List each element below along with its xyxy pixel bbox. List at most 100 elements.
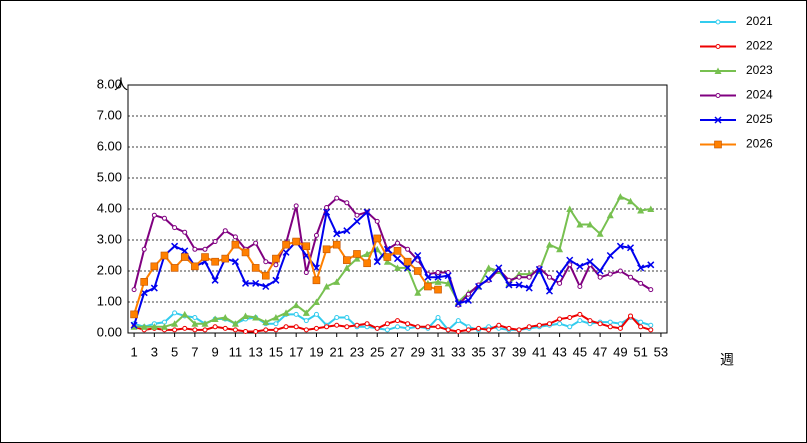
marker: [241, 248, 250, 257]
marker: [607, 271, 613, 277]
marker: [180, 253, 189, 261]
marker: [130, 310, 138, 319]
x-tick-label: 39: [512, 344, 526, 359]
marker: [211, 276, 219, 284]
marker: [587, 318, 593, 324]
x-tick-label: 19: [309, 344, 323, 359]
marker: [150, 323, 158, 330]
marker: [273, 327, 279, 333]
marker: [324, 324, 330, 330]
marker: [191, 320, 199, 327]
marker: [606, 251, 614, 260]
marker: [516, 327, 522, 333]
marker: [150, 284, 158, 292]
marker: [201, 253, 209, 261]
plot-area: [127, 84, 668, 334]
marker: [515, 281, 523, 289]
y-tick-label: 6.00: [97, 138, 122, 153]
marker: [648, 287, 654, 293]
marker: [303, 318, 309, 324]
y-tick-label: 8.00: [97, 76, 122, 91]
marker: [253, 328, 259, 334]
legend-label: 2021: [746, 14, 773, 28]
x-tick-label: 11: [229, 344, 243, 359]
marker: [465, 291, 471, 297]
x-tick-label: 7: [191, 344, 198, 359]
marker: [405, 325, 411, 331]
marker: [181, 247, 189, 255]
marker: [597, 321, 603, 327]
marker: [393, 255, 402, 263]
marker: [171, 320, 179, 327]
marker: [628, 313, 634, 319]
series-line: [134, 195, 651, 328]
marker: [172, 225, 178, 231]
marker: [545, 287, 554, 295]
marker: [576, 221, 584, 228]
marker: [141, 246, 147, 252]
marker: [557, 280, 563, 286]
marker: [586, 258, 594, 266]
marker: [607, 324, 613, 330]
marker: [374, 325, 380, 331]
marker: [363, 259, 371, 268]
marker: [251, 264, 260, 272]
marker: [586, 221, 594, 228]
marker: [353, 250, 361, 258]
marker: [212, 324, 218, 330]
marker: [302, 309, 310, 316]
marker: [596, 230, 604, 237]
marker: [455, 328, 461, 334]
marker: [606, 211, 614, 219]
marker: [334, 322, 340, 328]
marker: [222, 325, 228, 331]
marker: [344, 315, 350, 320]
legend-marker: [715, 44, 721, 49]
marker: [607, 319, 613, 325]
marker: [647, 205, 655, 212]
marker: [435, 315, 441, 320]
marker: [272, 276, 280, 284]
marker: [232, 234, 238, 240]
marker: [577, 311, 583, 317]
y-tick-label: 2.00: [97, 262, 122, 277]
x-tick-label: 47: [593, 344, 607, 359]
marker: [464, 296, 472, 304]
x-tick-label: 21: [329, 344, 343, 359]
marker: [648, 327, 654, 333]
marker: [303, 327, 309, 333]
marker: [557, 316, 563, 322]
x-tick-label: 35: [471, 344, 485, 359]
marker: [526, 324, 532, 330]
marker: [202, 327, 208, 333]
marker: [182, 325, 188, 331]
marker: [272, 314, 280, 321]
marker: [516, 274, 522, 280]
marker: [333, 278, 341, 285]
marker: [395, 240, 400, 246]
marker: [273, 321, 279, 327]
x-tick-label: 1: [130, 344, 137, 359]
marker: [546, 321, 552, 327]
marker: [332, 240, 341, 249]
marker: [192, 327, 198, 333]
marker: [475, 282, 483, 291]
x-tick-label: 9: [212, 344, 219, 359]
marker: [172, 310, 178, 316]
marker: [445, 327, 451, 333]
marker: [334, 195, 340, 201]
marker: [150, 262, 159, 271]
marker: [354, 212, 360, 218]
marker: [192, 246, 198, 252]
marker: [262, 318, 270, 326]
marker: [383, 258, 391, 265]
marker: [131, 287, 137, 293]
x-tick-label: 53: [654, 344, 668, 359]
marker: [282, 309, 290, 316]
marker: [221, 254, 230, 263]
marker: [374, 218, 380, 224]
marker: [313, 325, 319, 331]
marker: [444, 279, 452, 287]
